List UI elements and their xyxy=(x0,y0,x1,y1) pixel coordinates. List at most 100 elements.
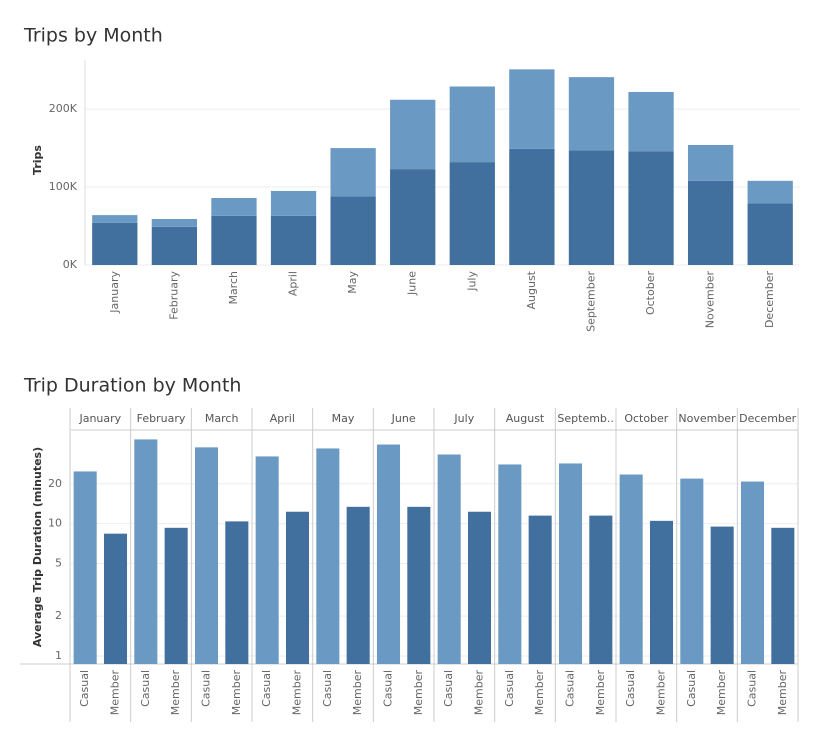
x-tick-label: Casual xyxy=(503,670,516,707)
bar-segment xyxy=(92,222,138,265)
bar-segment xyxy=(151,219,198,227)
bar-segment xyxy=(211,197,257,216)
y-axis-label: Average Trip Duration (minutes) xyxy=(31,447,44,647)
x-tick-label: Casual xyxy=(624,670,637,707)
x-tick-label: August xyxy=(525,270,538,309)
x-tick-label: Casual xyxy=(260,670,273,707)
bar-segment xyxy=(568,150,615,265)
y-tick-label: 100K xyxy=(49,180,78,193)
facet-label: June xyxy=(391,412,416,425)
facet-label: December xyxy=(739,412,797,425)
facet-label: Septemb.. xyxy=(557,412,614,425)
bar-segment xyxy=(628,151,674,265)
x-tick-label: Member xyxy=(473,670,486,716)
y-tick-label: 2 xyxy=(55,609,62,622)
bar xyxy=(528,515,552,664)
bar xyxy=(740,481,765,664)
x-tick-label: Member xyxy=(351,670,364,716)
bar xyxy=(498,464,522,664)
facet-label: March xyxy=(205,412,239,425)
bar-segment xyxy=(687,180,734,265)
bar xyxy=(225,521,249,664)
bar-segment xyxy=(92,215,138,223)
y-tick-label: 1 xyxy=(55,649,62,662)
x-tick-label: Member xyxy=(715,670,728,716)
bar xyxy=(558,463,583,664)
bar xyxy=(316,448,340,664)
bar xyxy=(285,511,310,664)
bar xyxy=(710,526,734,664)
x-tick-label: March xyxy=(227,271,240,305)
facet-label: May xyxy=(332,412,355,425)
x-tick-label: Member xyxy=(169,670,182,716)
bar-segment xyxy=(747,180,793,204)
facet-label: April xyxy=(270,412,295,425)
bar-segment xyxy=(449,162,495,265)
facet-label: July xyxy=(453,412,474,425)
x-tick-label: Casual xyxy=(442,670,455,707)
bar-segment xyxy=(270,215,317,265)
bar xyxy=(589,515,613,664)
x-tick-label: Casual xyxy=(321,670,334,707)
bar-segment xyxy=(449,86,495,163)
y-tick-label: 20 xyxy=(48,477,62,490)
x-tick-label: June xyxy=(406,271,419,296)
bar-segment xyxy=(211,215,257,265)
bar xyxy=(194,447,219,664)
bar-segment xyxy=(509,69,555,149)
y-tick-label: 10 xyxy=(48,517,62,530)
bar xyxy=(164,527,188,664)
y-tick-label: 0K xyxy=(63,258,78,271)
x-tick-label: January xyxy=(108,271,121,314)
bar xyxy=(73,471,97,664)
x-tick-label: Member xyxy=(655,670,668,716)
facet-label: October xyxy=(624,412,668,425)
bar-segment xyxy=(390,99,436,170)
bar xyxy=(771,527,795,664)
bar-segment xyxy=(687,144,734,181)
bar-segment xyxy=(390,169,436,265)
y-axis-label: Trips xyxy=(31,145,44,175)
x-tick-label: December xyxy=(763,271,776,329)
bar-segment xyxy=(330,196,376,265)
x-tick-label: Member xyxy=(109,670,122,716)
bar-segment xyxy=(509,148,555,265)
x-tick-label: Casual xyxy=(685,670,698,707)
bar xyxy=(346,506,370,664)
bar xyxy=(680,478,704,664)
x-tick-label: Member xyxy=(533,670,546,716)
facet-label: January xyxy=(78,412,121,425)
y-tick-label: 200K xyxy=(49,102,78,115)
x-tick-label: Member xyxy=(776,670,789,716)
bar xyxy=(134,439,158,664)
x-tick-label: Member xyxy=(412,670,425,716)
facet-label: November xyxy=(678,412,736,425)
bar xyxy=(376,444,401,664)
x-tick-label: Member xyxy=(230,670,243,716)
x-tick-label: Casual xyxy=(746,670,759,707)
bar-segment xyxy=(270,190,317,216)
bar-segment xyxy=(151,226,198,265)
x-tick-label: Casual xyxy=(139,670,152,707)
bar xyxy=(649,520,674,664)
x-tick-label: Member xyxy=(594,670,607,716)
bar xyxy=(255,456,279,664)
x-tick-label: October xyxy=(644,271,657,315)
x-tick-label: Casual xyxy=(564,670,577,707)
chart-title: Trip Duration by Month xyxy=(23,375,241,397)
x-tick-label: September xyxy=(584,271,597,332)
chart-title: Trips by Month xyxy=(23,25,163,47)
x-tick-label: February xyxy=(167,271,180,320)
bar-segment xyxy=(568,77,615,151)
facet-label: August xyxy=(506,412,545,425)
x-tick-label: April xyxy=(287,271,300,296)
facet-label: February xyxy=(137,412,186,425)
x-tick-label: November xyxy=(704,271,717,329)
x-tick-label: Casual xyxy=(200,670,213,707)
bar-segment xyxy=(330,148,376,197)
y-tick-label: 5 xyxy=(55,556,62,569)
bar xyxy=(619,474,643,664)
x-tick-label: Casual xyxy=(382,670,395,707)
x-tick-label: Member xyxy=(291,670,304,716)
